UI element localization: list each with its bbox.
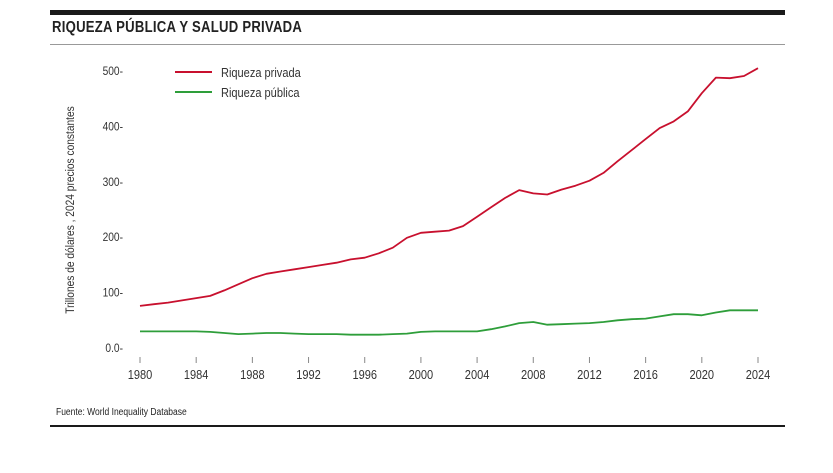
chart-title: RIQUEZA PÚBLICA Y SALUD PRIVADA bbox=[52, 19, 303, 36]
legend-label: Riqueza privada bbox=[221, 65, 301, 80]
bottom-rule bbox=[50, 425, 785, 427]
y-axis-label: Trillones de dólares , 2024 precios cons… bbox=[64, 106, 77, 314]
top-bar bbox=[50, 10, 785, 15]
y-tick-label: 300- bbox=[103, 176, 124, 189]
y-tick-label: 500- bbox=[103, 65, 124, 78]
x-tick-label: 2020 bbox=[690, 367, 715, 382]
x-tick-label: 2000 bbox=[409, 367, 434, 382]
series-line-privada bbox=[139, 67, 759, 307]
source-note: Fuente: World Inequality Database bbox=[56, 407, 187, 418]
legend-label: Riqueza pública bbox=[221, 85, 300, 100]
y-tick-label: 100- bbox=[103, 287, 124, 300]
x-tick-label: 1996 bbox=[352, 367, 377, 382]
y-tick-label: 400- bbox=[103, 121, 124, 134]
y-tick-label: 200- bbox=[103, 232, 124, 245]
x-tick-label: 1980 bbox=[128, 367, 153, 382]
x-tick-label: 1992 bbox=[296, 367, 321, 382]
x-tick-label: 2024 bbox=[746, 367, 771, 382]
x-tick-label: 1984 bbox=[184, 367, 209, 382]
x-tick-label: 1988 bbox=[240, 367, 265, 382]
x-tick-label: 2004 bbox=[465, 367, 490, 382]
x-tick-label: 2016 bbox=[633, 367, 658, 382]
title-divider bbox=[50, 44, 785, 45]
y-tick-label: 0.0- bbox=[105, 342, 123, 355]
x-tick-label: 2008 bbox=[521, 367, 546, 382]
series-line-publica bbox=[140, 309, 758, 336]
x-tick-label: 2012 bbox=[577, 367, 602, 382]
